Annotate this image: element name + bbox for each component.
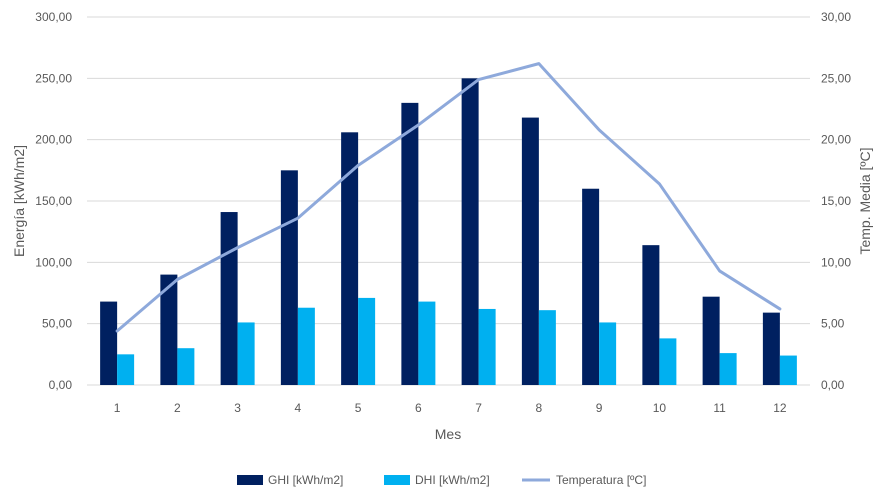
x-tick-label: 3	[234, 401, 241, 415]
bar-ghi	[702, 296, 720, 385]
legend-label-temperatura: Temperatura [ºC]	[556, 473, 646, 487]
y-axis-left-ticks: 0,00 50,00 100,00 150,00 200,00 250,00 300,00	[35, 10, 72, 392]
x-tick-label: 12	[773, 401, 787, 415]
temperature-line	[115, 62, 782, 333]
x-tick-label: 8	[536, 401, 543, 415]
bar-ghi	[341, 132, 359, 385]
bar-dhi	[719, 353, 737, 385]
legend-swatch-ghi	[237, 475, 263, 485]
y-left-tick-label: 100,00	[35, 255, 72, 269]
series-line-temperatura	[115, 62, 782, 333]
y-axis-right-ticks: 0,00 5,00 10,00 15,00 20,00 25,00 30,00	[821, 10, 851, 392]
y-right-tick-label: 15,00	[821, 194, 851, 208]
bar-ghi	[220, 212, 238, 385]
y-left-tick-label: 300,00	[35, 10, 72, 24]
bar-ghi	[521, 117, 539, 385]
y-left-tick-label: 50,00	[42, 317, 72, 331]
y-left-tick-label: 0,00	[49, 378, 73, 392]
y-right-tick-label: 25,00	[821, 71, 851, 85]
bar-ghi	[100, 301, 118, 385]
bar-dhi	[237, 322, 255, 385]
y-left-tick-label: 200,00	[35, 133, 72, 147]
x-tick-label: 4	[295, 401, 302, 415]
bar-dhi	[418, 301, 436, 385]
y-left-tick-label: 250,00	[35, 71, 72, 85]
bar-dhi	[297, 307, 315, 385]
bar-dhi	[659, 338, 677, 385]
bar-ghi	[401, 102, 419, 385]
y-right-tick-label: 5,00	[821, 317, 845, 331]
legend-label-ghi: GHI [kWh/m2]	[268, 473, 343, 487]
x-axis-title: Mes	[435, 426, 461, 442]
gridlines	[87, 16, 810, 386]
x-tick-label: 9	[596, 401, 603, 415]
bar-ghi	[280, 170, 298, 385]
bar-dhi	[599, 322, 617, 385]
bar-ghi	[762, 312, 780, 385]
legend: GHI [kWh/m2] DHI [kWh/m2] Temperatura [º…	[237, 473, 646, 487]
y-axis-left-title: Energía [kWh/m2]	[11, 145, 27, 257]
bar-dhi	[358, 297, 376, 385]
y-axis-right-title: Temp. Media [ºC]	[857, 147, 873, 254]
bar-dhi	[478, 308, 496, 385]
bar-ghi	[582, 188, 600, 385]
legend-swatch-dhi	[384, 475, 410, 485]
x-tick-label: 6	[415, 401, 422, 415]
x-tick-label: 11	[713, 401, 726, 415]
bar-ghi	[160, 274, 178, 385]
y-left-tick-label: 150,00	[35, 194, 72, 208]
x-tick-label: 5	[355, 401, 362, 415]
bar-ghi	[642, 245, 660, 385]
bar-dhi	[177, 348, 195, 385]
legend-label-dhi: DHI [kWh/m2]	[415, 473, 490, 487]
x-tick-label: 2	[174, 401, 181, 415]
x-tick-label: 1	[114, 401, 121, 415]
bar-dhi	[538, 310, 556, 385]
bar-dhi	[779, 355, 797, 385]
y-right-tick-label: 20,00	[821, 133, 851, 147]
y-right-tick-label: 0,00	[821, 378, 845, 392]
bar-ghi	[461, 78, 479, 385]
bar-dhi	[117, 354, 135, 385]
y-right-tick-label: 30,00	[821, 10, 851, 24]
x-tick-label: 7	[475, 401, 482, 415]
y-right-tick-label: 10,00	[821, 255, 851, 269]
x-axis-ticks: 1 2 3 4 5 6 7 8 9 10 11 12	[114, 401, 787, 415]
x-tick-label: 10	[653, 401, 667, 415]
